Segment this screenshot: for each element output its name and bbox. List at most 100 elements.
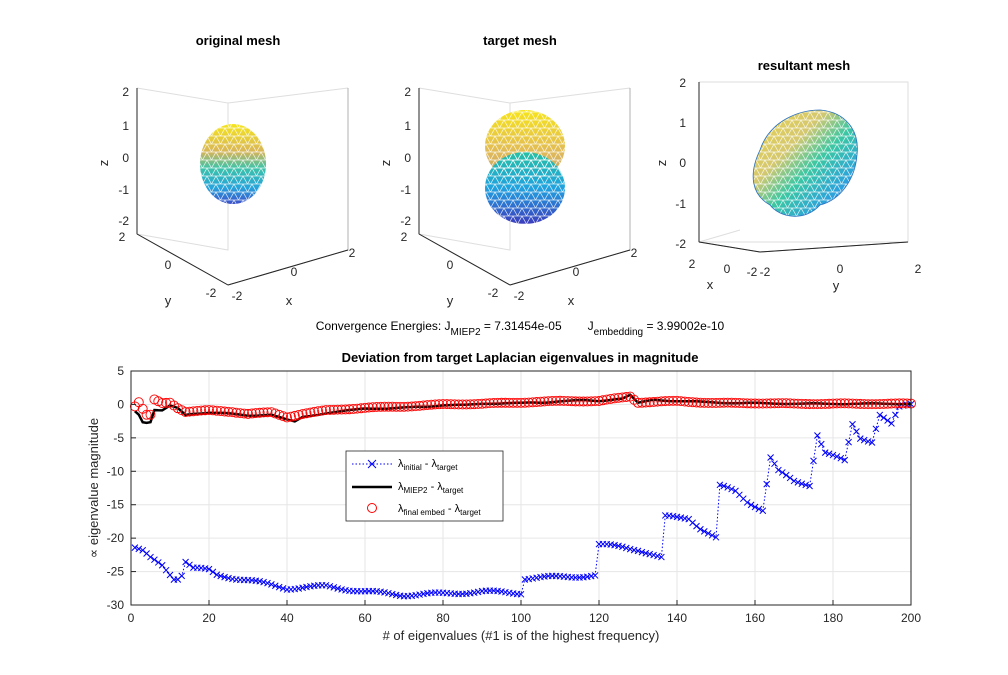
series-final-embed-marker xyxy=(336,404,347,415)
series-final-embed-marker xyxy=(707,397,718,408)
series-final-embed-marker xyxy=(804,399,815,410)
series-initial-marker xyxy=(763,480,771,488)
series-final-embed-marker xyxy=(508,397,519,408)
series-final-embed-marker xyxy=(309,406,320,417)
series-final-embed-marker xyxy=(726,397,737,408)
series-final-embed-marker xyxy=(582,396,593,407)
x-tick-label: 140 xyxy=(667,611,687,625)
xtick: -2 xyxy=(232,289,243,303)
series-initial-marker xyxy=(619,543,626,551)
series-final-embed-marker xyxy=(422,400,433,411)
series-final-embed-marker xyxy=(543,396,554,407)
series-final-embed-marker xyxy=(870,399,881,410)
series-initial-marker xyxy=(697,525,704,533)
series-final-embed-marker xyxy=(882,398,893,409)
series-initial-marker xyxy=(708,531,716,539)
series-final-embed-marker xyxy=(441,399,452,410)
series-final-embed-marker xyxy=(687,397,698,408)
series-final-embed-marker xyxy=(539,396,550,407)
xtick: -2 xyxy=(514,289,525,303)
series-final-embed-marker xyxy=(445,399,456,410)
series-initial-marker xyxy=(775,466,782,474)
series-initial-marker xyxy=(271,582,279,590)
series-final-embed-marker xyxy=(547,395,558,406)
series-final-embed-marker xyxy=(270,408,281,419)
ztick: 2 xyxy=(122,85,129,99)
energy-mid: J xyxy=(588,319,594,333)
series-final-embed-marker xyxy=(843,398,854,409)
blob-resultant xyxy=(752,109,858,217)
series-initial-marker xyxy=(326,582,334,590)
series-final-embed-marker xyxy=(570,396,581,407)
series-final-embed-marker xyxy=(192,405,203,416)
series-initial-marker xyxy=(330,584,338,591)
series-final-embed-marker xyxy=(831,398,842,409)
y-tick-label: -15 xyxy=(107,498,125,512)
series-final-embed-marker xyxy=(235,408,246,419)
series-final-embed-marker xyxy=(360,402,370,413)
chart-title: Deviation from target Laplacian eigenval… xyxy=(342,350,699,365)
series-final-embed-marker xyxy=(578,396,589,407)
series-final-embed-marker xyxy=(239,408,250,419)
sphere-target xyxy=(485,110,565,224)
series-final-embed-marker xyxy=(769,398,780,409)
series-final-embed-marker xyxy=(473,399,484,409)
y-tick-label: -25 xyxy=(107,565,125,579)
series-initial-marker xyxy=(209,568,217,576)
y-tick-label: -30 xyxy=(107,598,125,612)
series-final-embed-marker xyxy=(878,398,889,409)
legend-marker-final-embed xyxy=(367,503,377,513)
series-final-embed-marker xyxy=(672,395,682,406)
ztick: -1 xyxy=(675,197,686,211)
series-final-embed-marker xyxy=(254,407,265,418)
series-final-embed-marker xyxy=(605,393,616,404)
series-final-embed-marker xyxy=(278,411,289,422)
series-final-embed-marker xyxy=(344,404,355,415)
zlabel-resultant: z xyxy=(654,160,669,167)
series-final-embed-marker xyxy=(531,397,542,407)
series-final-embed-marker xyxy=(227,407,238,418)
series-final-embed-marker xyxy=(594,396,604,406)
series-final-embed-marker xyxy=(500,397,511,408)
axes-box-resultant xyxy=(698,81,909,253)
ylabel-resultant: y xyxy=(833,278,840,293)
series-initial-marker xyxy=(724,484,732,491)
series-final-embed-marker xyxy=(356,403,367,414)
series-final-embed-marker xyxy=(890,398,901,409)
mesh-panel-resultant: resultant mesh 2 1 0 -1 -2 z 2 0 -2 x -2… xyxy=(654,58,922,293)
series-final-embed-marker xyxy=(418,400,429,411)
series-final-embed-marker xyxy=(184,406,195,417)
series-initial-marker xyxy=(829,451,837,459)
series-final-embed-marker xyxy=(430,399,441,410)
series-final-embed-marker xyxy=(566,396,577,407)
series-final-embed-marker xyxy=(285,411,296,422)
legend-entry-initial: λinitial - λtarget xyxy=(352,458,458,472)
series-final-embed-marker xyxy=(379,401,390,412)
ztick: 2 xyxy=(679,76,686,90)
series-final-embed-marker xyxy=(317,405,328,416)
xtick: 0 xyxy=(724,262,731,276)
series-initial-marker xyxy=(782,471,790,479)
series-initial-marker xyxy=(802,481,810,489)
series-final-embed-marker xyxy=(574,396,585,407)
mesh-title-target: target mesh xyxy=(483,33,557,48)
series-initial-marker xyxy=(786,474,794,482)
x-tick-label: 180 xyxy=(823,611,843,625)
series-final-embed-marker xyxy=(523,397,534,408)
series-initial-marker xyxy=(728,485,735,493)
series-final-embed-marker xyxy=(246,408,257,419)
series-final-embed-marker xyxy=(640,397,651,408)
series-final-embed-marker xyxy=(375,401,386,412)
series-final-embed-marker xyxy=(633,397,643,408)
series-initial-marker xyxy=(385,589,392,597)
series-final-embed-marker xyxy=(867,399,877,410)
series-initial-marker xyxy=(704,529,712,537)
series-final-embed-marker xyxy=(340,404,351,415)
series-final-embed-marker xyxy=(200,405,211,416)
series-initial-marker xyxy=(217,572,225,580)
series-final-embed-marker xyxy=(395,401,406,412)
series-initial-marker xyxy=(817,440,825,448)
series-initial-marker xyxy=(151,556,158,564)
zlabel-target: z xyxy=(378,160,393,167)
series-initial-marker xyxy=(720,482,728,490)
